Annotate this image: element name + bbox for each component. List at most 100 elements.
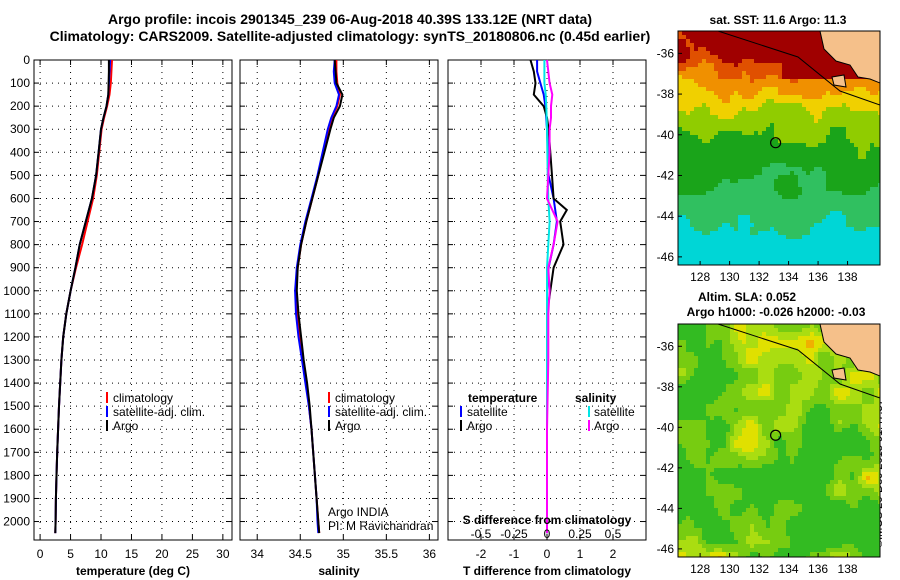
sla_map-xtick-label: 132 — [749, 562, 769, 576]
sst_map-xtick-label: 136 — [808, 270, 828, 284]
depth-tick-label: 700 — [10, 215, 30, 229]
depth-tick-label: 2000 — [3, 515, 30, 529]
salinity-panel-frame — [239, 59, 439, 541]
difference-xtick-label: 1 — [577, 547, 584, 561]
diff-secondary-tick-label: -0.5 — [471, 527, 492, 541]
sst_map-frame — [677, 30, 881, 266]
sla_map-frame — [677, 323, 881, 558]
sst_map-xtick-label: 138 — [838, 270, 858, 284]
temperature-series-climatology — [54, 59, 113, 534]
depth-tick-label: 300 — [10, 122, 30, 136]
difference-xtick-label: -1 — [509, 547, 520, 561]
sla_map-xtick-label: 130 — [720, 562, 740, 576]
temperature-legend-label: climatology — [113, 391, 173, 405]
sla_map-ytick-label: -42 — [657, 461, 675, 475]
sst_map-xtick-label: 130 — [720, 270, 740, 284]
salinity-legend-label: satellite-adj. clim. — [335, 405, 427, 419]
salinity-xtick-label: 34.5 — [289, 547, 313, 561]
sla-map-title-2: Argo h1000: -0.026 h2000: -0.03 — [687, 305, 866, 319]
salinity-legend-label: climatology — [335, 391, 395, 405]
sst_map-ytick-label: -36 — [657, 46, 675, 60]
depth-tick-label: 400 — [10, 145, 30, 159]
depth-tick-label: 600 — [10, 191, 30, 205]
sla_map-ytick-label: -38 — [657, 380, 675, 394]
depth-tick-label: 1900 — [3, 491, 30, 505]
difference-xlabel: T difference from climatology — [463, 564, 631, 578]
sla_map-ytick-label: -36 — [657, 339, 675, 353]
difference-series-s-argo — [545, 59, 559, 534]
temperature-xtick-label: 30 — [216, 547, 230, 561]
depth-tick-label: 100 — [10, 76, 30, 90]
chart-title-line-2: Climatology: CARS2009. Satellite-adjuste… — [49, 28, 651, 44]
diff-secondary-tick-label: 0.5 — [605, 527, 622, 541]
depth-tick-label: 1200 — [3, 330, 30, 344]
salinity-xtick-label: 34 — [251, 547, 265, 561]
depth-tick-label: 900 — [10, 261, 30, 275]
diff-legend-t-label: satellite — [467, 405, 508, 419]
sst_map-ytick-label: -40 — [657, 128, 675, 142]
temperature-xtick-label: 25 — [186, 547, 200, 561]
diff-legend-salinity-title: salinity — [575, 391, 617, 405]
temperature-xtick-label: 20 — [155, 547, 169, 561]
salinity-series-climatology — [294, 60, 341, 534]
depth-tick-label: 1600 — [3, 422, 30, 436]
salinity-series-satellite-adj-clim- — [294, 59, 341, 534]
sst_map-xtick-label: 132 — [749, 270, 769, 284]
depth-tick-label: 1100 — [4, 307, 30, 321]
sst_map-ytick-label: -38 — [657, 87, 675, 101]
depth-tick-label: 500 — [10, 168, 30, 182]
diff-secondary-axis-label: S difference from climatology — [463, 513, 632, 527]
sla_map-xtick-label: 128 — [690, 562, 710, 576]
temperature-series-argo — [54, 60, 110, 534]
depth-tick-label: 800 — [10, 238, 30, 252]
diff-secondary-tick-label: 0 — [544, 527, 551, 541]
difference-series-s-satellite — [543, 60, 551, 534]
sla_map-xtick-label: 136 — [808, 562, 828, 576]
diff-legend-t-label: Argo — [467, 419, 493, 433]
diff-secondary-tick-label: 0.25 — [568, 527, 592, 541]
depth-tick-label: 1500 — [3, 399, 30, 413]
salinity-xtick-label: 35.5 — [375, 547, 399, 561]
depth-tick-label: 1400 — [3, 376, 30, 390]
depth-tick-label: 1000 — [3, 284, 30, 298]
depth-tick-label: 1700 — [3, 445, 30, 459]
temperature-xtick-label: 0 — [37, 547, 44, 561]
difference-xtick-label: 2 — [610, 547, 617, 561]
difference-xtick-label: 0 — [544, 547, 551, 561]
temperature-xtick-label: 5 — [67, 547, 74, 561]
sla_map-ytick-label: -40 — [657, 420, 675, 434]
temperature-xtick-label: 15 — [125, 547, 139, 561]
argo-india-annotation: PI: M Ravichandran — [328, 519, 433, 533]
chart-title-line-1: Argo profile: incois 2901345_239 06-Aug-… — [108, 11, 592, 27]
sst_map-argo-marker — [770, 137, 782, 149]
sla_map-ytick-label: -44 — [657, 501, 675, 515]
sst_map-ytick-label: -46 — [657, 250, 675, 264]
depth-tick-label: 200 — [10, 99, 30, 113]
sst_map-ytick-label: -44 — [657, 209, 675, 223]
depth-tick-label: 0 — [23, 53, 30, 67]
sla-map-title-1: Altim. SLA: 0.052 — [698, 290, 796, 304]
diff-legend-temperature-title: temperature — [468, 391, 538, 405]
sla_map-xtick-label: 138 — [838, 562, 858, 576]
diff-legend-s-label: Argo — [594, 419, 620, 433]
depth-tick-label: 1300 — [3, 353, 30, 367]
sla_map-xtick-label: 134 — [779, 562, 799, 576]
temperature-xlabel: temperature (deg C) — [76, 564, 190, 578]
salinity-xtick-label: 36 — [423, 547, 437, 561]
sst_map-xtick-label: 128 — [690, 270, 710, 284]
temperature-legend-label: Argo — [113, 419, 139, 433]
argo-india-annotation: Argo INDIA — [328, 505, 389, 519]
diff-legend-s-label: satellite — [594, 405, 635, 419]
sla_map-field — [678, 324, 880, 557]
salinity-xtick-label: 35 — [337, 547, 351, 561]
salinity-xlabel: salinity — [318, 564, 360, 578]
temperature-legend-label: satellite-adj. clim. — [113, 405, 205, 419]
diff-secondary-tick-label: -0.25 — [500, 527, 528, 541]
sst-map-title: sat. SST: 11.6 Argo: 11.3 — [710, 13, 847, 27]
temperature-xtick-label: 10 — [94, 547, 108, 561]
depth-tick-label: 1800 — [3, 468, 30, 482]
temperature-panel-frame — [33, 59, 233, 541]
salinity-legend-label: Argo — [335, 419, 361, 433]
difference-xtick-label: -2 — [476, 547, 487, 561]
